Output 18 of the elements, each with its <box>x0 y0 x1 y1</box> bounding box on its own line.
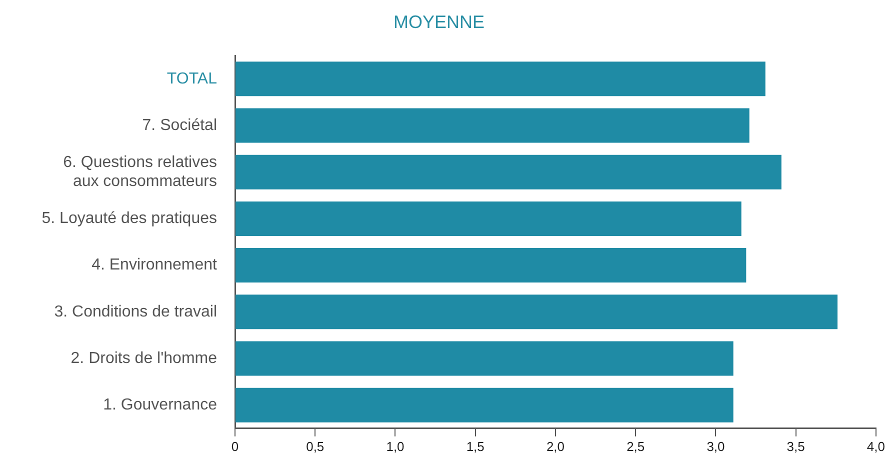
x-tick-label: 1,0 <box>386 438 404 454</box>
y-tick-label: 2. Droits de l'homme <box>70 350 218 367</box>
x-tick-label: 2,0 <box>546 438 565 454</box>
y-tick-label: TOTAL <box>166 70 218 88</box>
x-tick-label: 4,0 <box>866 438 886 454</box>
x-tick-label: 0,5 <box>306 438 324 454</box>
x-tick-label: 2,5 <box>626 438 645 454</box>
y-tick-label: 6. Questions relatives aux consommateurs <box>63 154 217 190</box>
y-tick-label: 7. Sociétal <box>142 116 217 134</box>
x-tick-label: 3,0 <box>706 438 725 454</box>
y-tick-label: 4. Environnement <box>92 256 218 274</box>
y-tick-label: 3. Conditions de travail <box>54 303 217 320</box>
x-tick-label: 3,5 <box>786 438 805 454</box>
y-tick-label: 1. Gouvernance <box>103 396 218 414</box>
chart-title: MOYENNE <box>393 12 485 32</box>
y-tick-label: 5. Loyauté des pratiques <box>42 210 217 228</box>
x-tick-label: 1,5 <box>466 438 484 454</box>
x-tick-label: 0 <box>231 438 239 454</box>
